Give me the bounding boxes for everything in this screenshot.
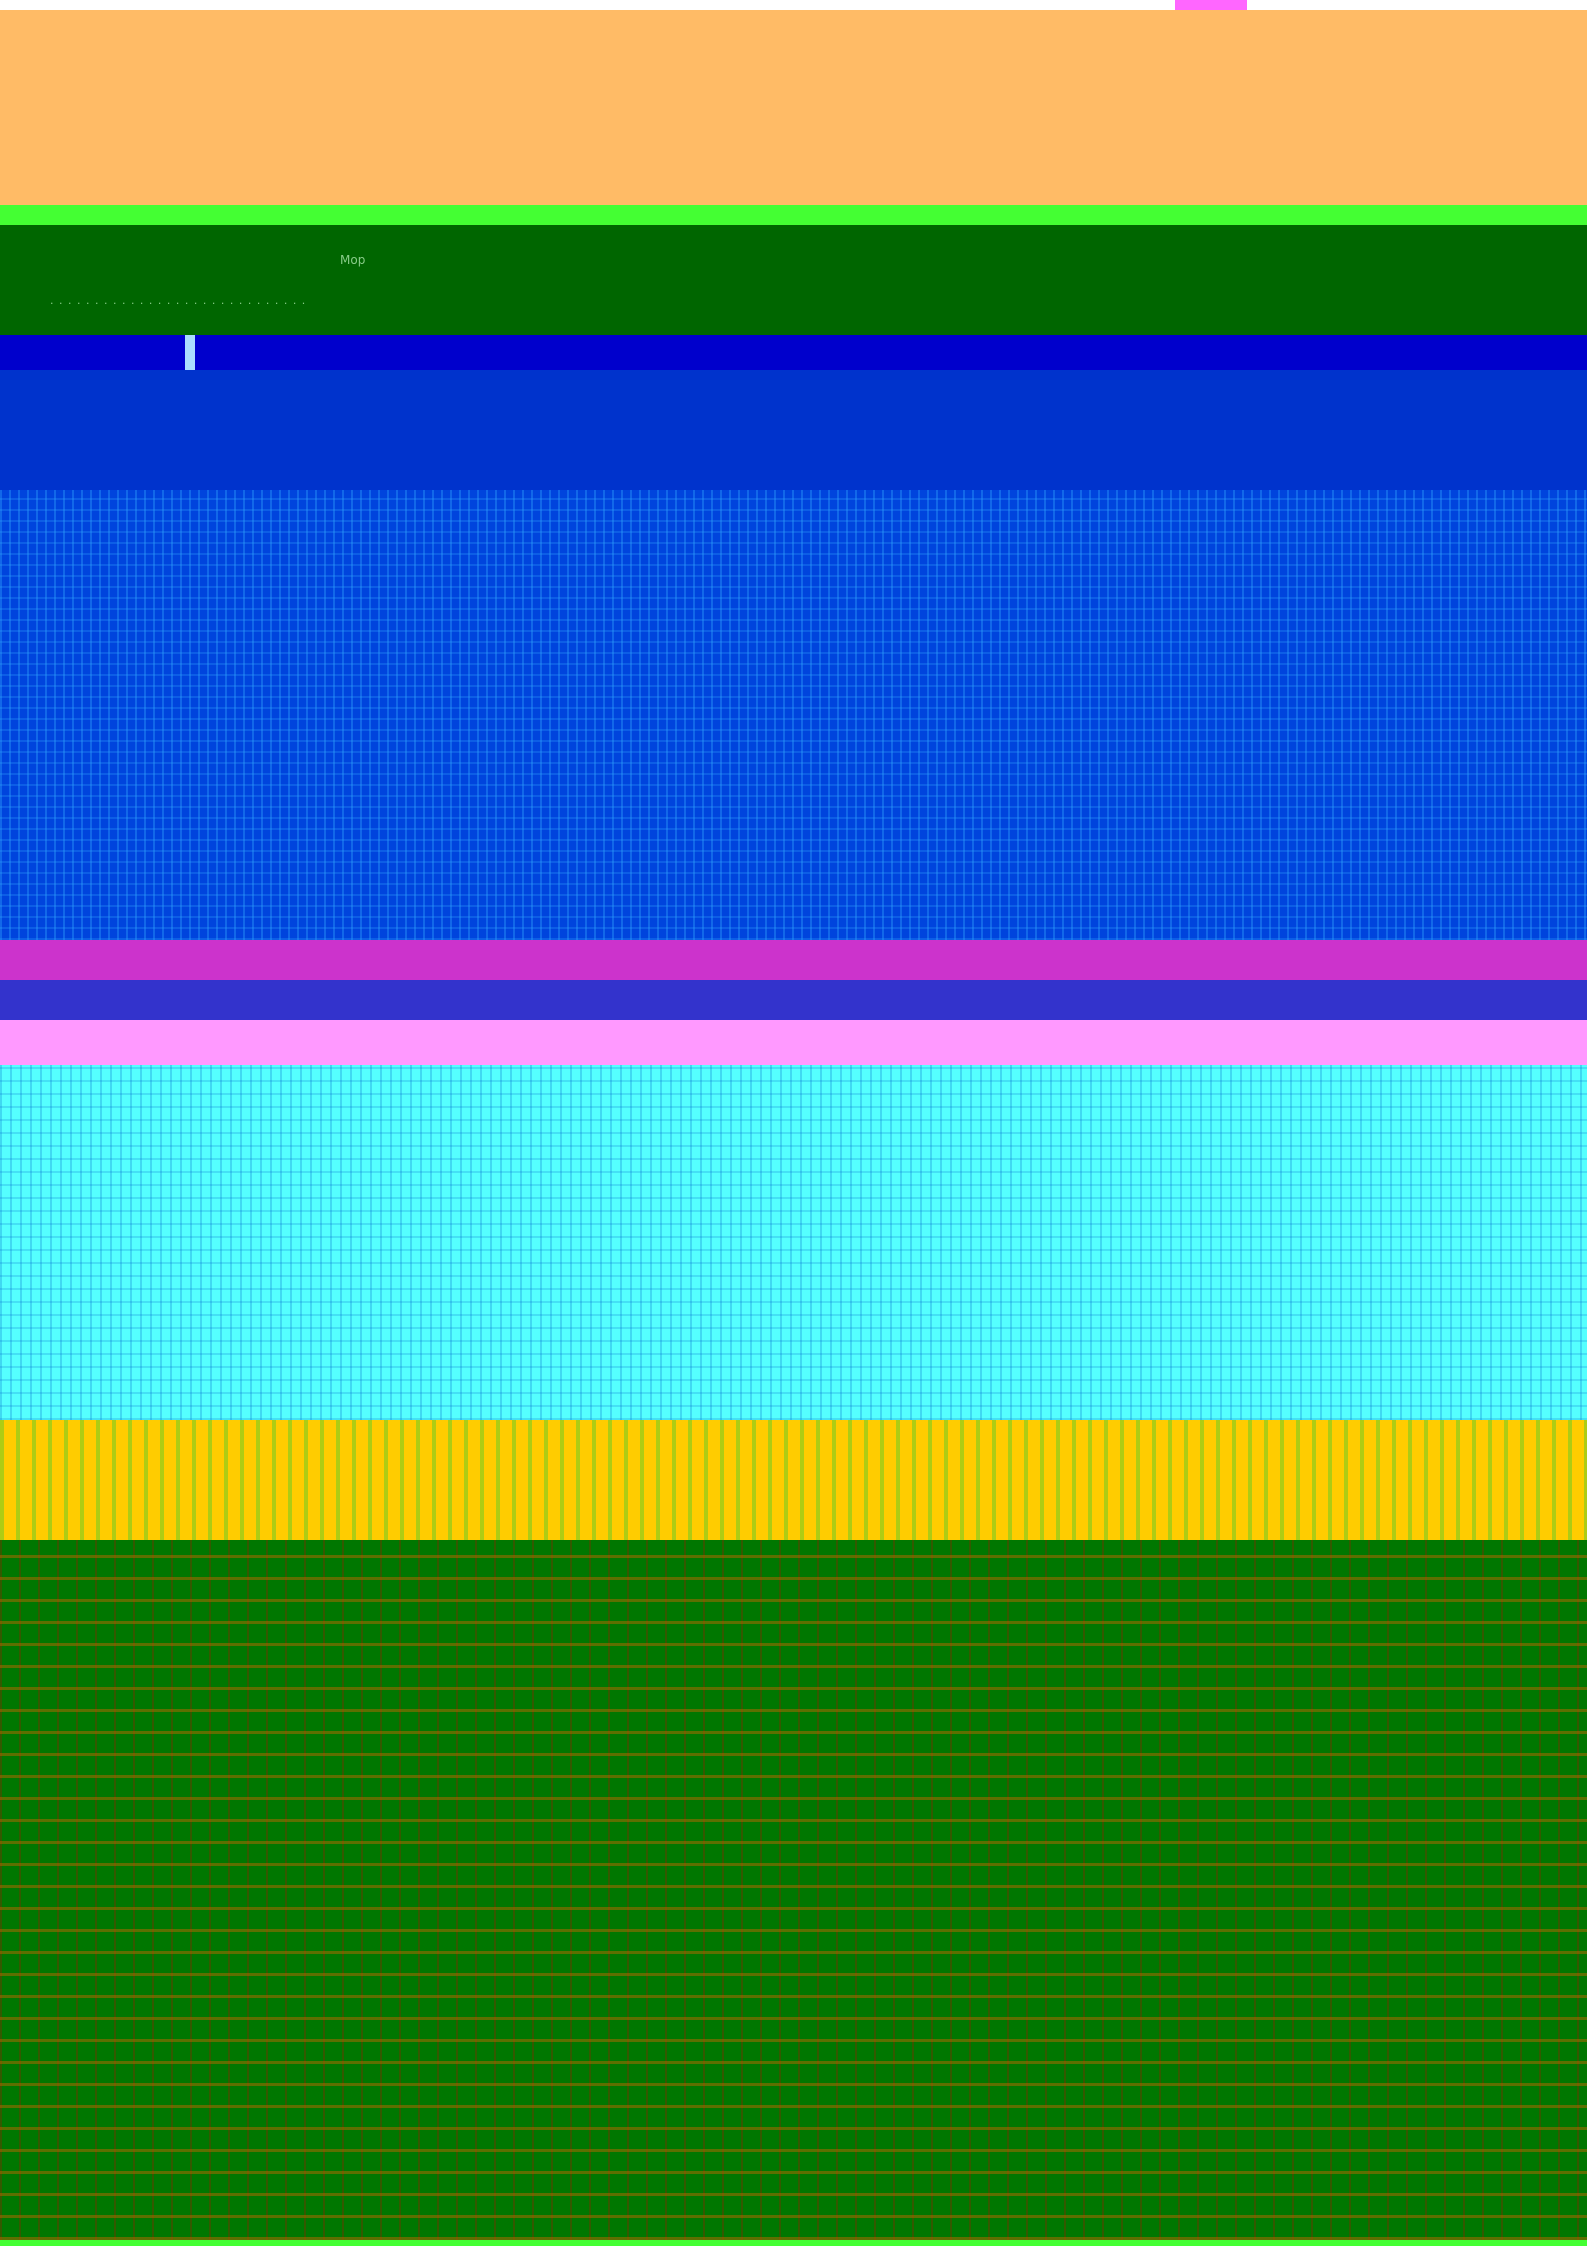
dark-green-text-1: Mop [340,253,366,267]
orange-band [0,1420,1587,1540]
bottom-strip [0,2240,1587,2246]
purple-band [0,980,1587,1020]
top-bar [0,0,1587,10]
magenta-band [0,940,1587,980]
blue-band-2 [0,370,1587,490]
blue-band-3 [0,490,1587,940]
top-bar-accent [1175,0,1247,10]
banner [0,10,1587,205]
blue-band-marker [185,335,195,370]
dark-green-band: Mop · · · · · · · · · · · · · · · · · · … [0,225,1587,335]
pink-band [0,1020,1587,1065]
cyan-band [0,1065,1587,1420]
blue-band-1 [0,335,1587,370]
dark-green-text-2: · · · · · · · · · · · · · · · · · · · · … [50,297,307,310]
forest-band [0,1540,1587,2240]
green-strip [0,205,1587,225]
